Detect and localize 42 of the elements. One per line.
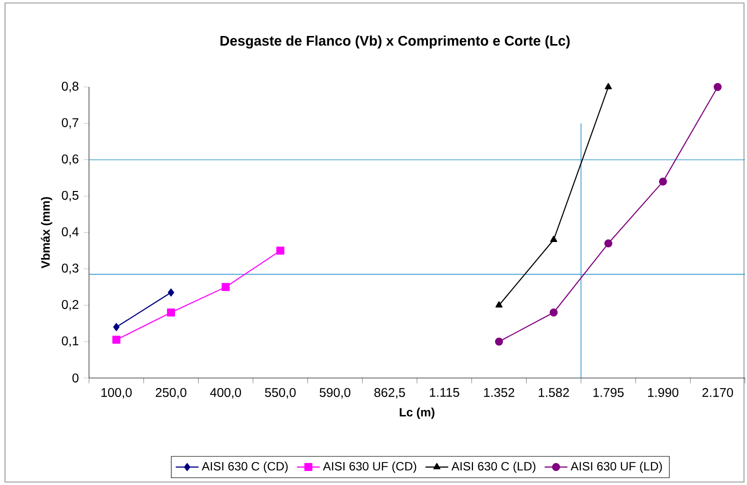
legend-label: AISI 630 UF (CD) [322, 462, 416, 473]
point [495, 338, 503, 346]
x-tick-label: 1.115 [430, 388, 460, 397]
legend-label: AISI 630 UF (LD) [570, 462, 662, 473]
legend-label: AISI 630 C (LD) [451, 462, 536, 473]
y-tick-label: 0,1 [62, 336, 78, 347]
x-tick-label: 1.352 [484, 388, 514, 397]
y-tick-label: 0 [72, 374, 78, 382]
x-tick-label: 1.582 [538, 388, 569, 397]
x-tick-label: 550,0 [264, 388, 296, 399]
point [113, 323, 120, 332]
chart-title: Desgaste de Flanco (Vb) x Comprimento e Corte (Lc) [220, 35, 570, 49]
x-tick-label: 400,0 [210, 388, 242, 399]
x-tick-label: 590,0 [320, 388, 350, 399]
x-tick-label: 250,0 [156, 388, 186, 399]
y-tick-label: 0,2 [62, 300, 78, 310]
y-tick-label: 0,7 [62, 118, 78, 129]
x-tick-label: 1.990 [648, 388, 678, 397]
point [495, 301, 503, 308]
point [550, 308, 558, 317]
point [222, 283, 230, 292]
y-tick-label: 0,3 [62, 264, 78, 274]
point [550, 236, 558, 242]
x-tick-label: 862,5 [374, 388, 405, 399]
y-tick-label: 0,6 [62, 154, 78, 165]
point [167, 308, 176, 317]
legend-label: AISI 630 C (CD) [202, 462, 288, 473]
y-axis-title: Vbmáx (mm) [40, 197, 52, 268]
point [604, 82, 612, 90]
x-tick-label: 100,0 [101, 388, 132, 399]
x-tick-label: 1.795 [593, 388, 624, 397]
point [658, 178, 667, 186]
point [112, 336, 120, 344]
x-tick-label: 2.170 [702, 388, 734, 397]
point [276, 246, 284, 255]
y-tick-label: 0,4 [62, 227, 79, 238]
x-axis-title: Lc (m) [400, 408, 434, 419]
point [168, 288, 174, 297]
point [714, 82, 722, 91]
point [604, 239, 612, 248]
y-tick-label: 0,8 [62, 82, 78, 92]
y-tick-label: 0,5 [62, 190, 78, 202]
